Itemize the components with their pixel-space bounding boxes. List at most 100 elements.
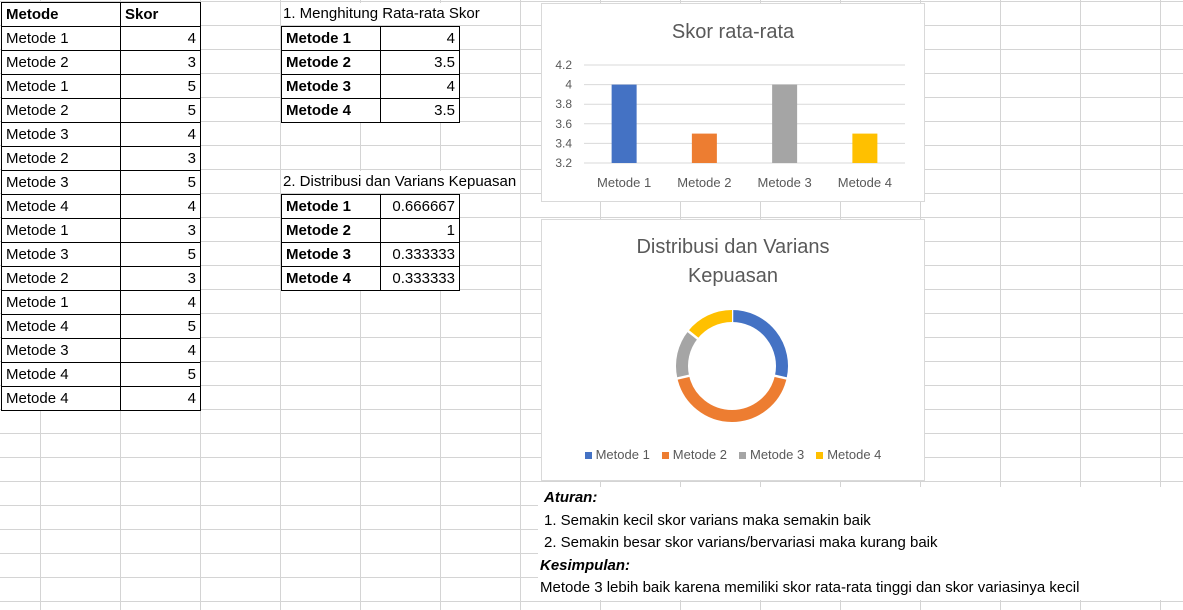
legend-item[interactable]: Metode 3 <box>739 447 804 462</box>
cell-method[interactable]: Metode 4 <box>1 314 121 339</box>
y-tick-label: 4 <box>565 78 572 92</box>
cell-value[interactable]: 3.5 <box>380 98 460 123</box>
cell-method[interactable]: Metode 3 <box>281 242 381 267</box>
cell-value[interactable]: 1 <box>380 218 460 243</box>
cell-method[interactable]: Metode 1 <box>1 26 121 51</box>
rules-title[interactable]: Aturan: <box>544 489 598 506</box>
cell-value[interactable]: 4 <box>120 122 201 147</box>
legend-swatch <box>661 452 669 460</box>
cell-method[interactable]: Metode 4 <box>1 194 121 219</box>
cell-value[interactable]: 3 <box>120 50 201 75</box>
cell-method[interactable]: Metode 2 <box>281 50 381 75</box>
conclusion-title[interactable]: Kesimpulan: <box>540 556 631 574</box>
bar-chart[interactable]: Skor rata-rata 3.2 3.4 3.6 3.8 4 4.2 Metode 1 M… <box>541 3 925 202</box>
cell-value[interactable]: 4 <box>120 26 201 51</box>
cell-method[interactable]: Metode 3 <box>1 170 121 195</box>
variance-row: Metode 1 0.666667 <box>281 194 460 219</box>
bar-chart-title: Skor rata-rata <box>671 21 795 43</box>
donut-slice[interactable] <box>677 375 787 422</box>
cell-method[interactable]: Metode 1 <box>281 26 381 51</box>
cell-value[interactable]: 4 <box>120 290 201 315</box>
cell-value[interactable]: 0.333333 <box>380 242 460 267</box>
conclusion-text[interactable]: Metode 3 lebih baik karena memiliki skor… <box>540 579 1080 596</box>
x-tick-label: Metode 4 <box>838 175 892 190</box>
bar[interactable] <box>772 84 798 163</box>
legend-label: Metode 1 <box>595 447 650 462</box>
legend-item[interactable]: Metode 4 <box>816 447 881 462</box>
cell-value[interactable]: 5 <box>120 242 201 267</box>
legend-item[interactable]: Metode 1 <box>584 447 650 462</box>
cell-value[interactable]: 5 <box>120 170 201 195</box>
cell-method[interactable]: Metode 3 <box>1 242 121 267</box>
x-tick-label: Metode 1 <box>597 175 651 190</box>
legend-swatch <box>584 452 592 460</box>
cell-method[interactable]: Metode 4 <box>1 386 121 411</box>
y-tick-label: 4.2 <box>555 58 572 72</box>
cell-value[interactable]: 4 <box>380 74 460 99</box>
cell-value[interactable]: 4 <box>120 194 201 219</box>
cell-method[interactable]: Metode 1 <box>1 290 121 315</box>
cell-method[interactable]: Metode 1 <box>1 218 121 243</box>
cell-method[interactable]: Metode 2 <box>1 266 121 291</box>
cell-value[interactable]: 3.5 <box>380 50 460 75</box>
cell-value[interactable]: 4 <box>120 338 201 363</box>
variance-table: Metode 1 0.666667 Metode 2 1 Metode 3 0.33333… <box>281 194 460 291</box>
rule-2[interactable]: 2. Semakin besar skor varians/bervariasi… <box>544 534 938 551</box>
cell-value[interactable]: 3 <box>120 146 201 171</box>
var-section-title[interactable]: 2. Distribusi dan Varians Kepuasan <box>283 171 517 193</box>
cell-method[interactable]: Metode 2 <box>1 50 121 75</box>
cell-method[interactable]: Metode 2 <box>1 146 121 171</box>
donut-slice[interactable] <box>688 310 733 339</box>
bar[interactable] <box>611 84 637 163</box>
cell-value[interactable]: 0.333333 <box>380 266 460 291</box>
x-tick-label: Metode 2 <box>677 175 731 190</box>
cell-value[interactable]: 4 <box>120 386 201 411</box>
cell-method[interactable]: Metode 3 <box>1 338 121 363</box>
cell-value[interactable]: 3 <box>120 266 201 291</box>
cell-value[interactable]: 5 <box>120 98 201 123</box>
cell-method[interactable]: Metode 4 <box>1 362 121 387</box>
cell-method[interactable]: Metode 3 <box>1 122 121 147</box>
donut-legend: Metode 1 Metode 2 Metode 3 Metode 4 <box>542 447 924 462</box>
bar-chart-plot: 3.2 3.4 3.6 3.8 4 4.2 Metode 1 Metode 2 Metode 3… <box>555 58 905 190</box>
rule-1[interactable]: 1. Semakin kecil skor varians maka semak… <box>544 511 871 529</box>
avg-row: Metode 4 3.5 <box>281 98 460 123</box>
header-metode[interactable]: Metode <box>1 2 121 27</box>
cell-value[interactable]: 0.666667 <box>380 194 460 219</box>
cell-method[interactable]: Metode 4 <box>281 266 381 291</box>
cell-method[interactable]: Metode 2 <box>1 98 121 123</box>
bar[interactable] <box>852 133 878 163</box>
cell-method[interactable]: Metode 1 <box>1 74 121 99</box>
cell-value[interactable]: 5 <box>120 362 201 387</box>
variance-row: Metode 4 0.333333 <box>281 266 460 291</box>
legend-item[interactable]: Metode 2 <box>661 447 727 462</box>
donut-slice[interactable] <box>676 331 698 379</box>
cell-value[interactable]: 5 <box>120 74 201 99</box>
donut-chart[interactable]: Distribusi dan Varians Kepuasan Metode 1… <box>541 219 925 481</box>
donut-slice[interactable] <box>731 310 788 379</box>
cell-method[interactable]: Metode 2 <box>281 218 381 243</box>
cell-method[interactable]: Metode 4 <box>281 98 381 123</box>
cell-value[interactable]: 5 <box>120 314 201 339</box>
avg-section-title[interactable]: 1. Menghitung Rata-rata Skor <box>283 3 480 25</box>
header-skor[interactable]: Skor <box>120 2 201 27</box>
cell-method[interactable]: Metode 3 <box>281 74 381 99</box>
donut-chart-title-line2: Kepuasan <box>687 265 779 287</box>
cell-method[interactable]: Metode 1 <box>281 194 381 219</box>
cell-value[interactable]: 3 <box>120 218 201 243</box>
cell-value[interactable]: 4 <box>380 26 460 51</box>
bar[interactable] <box>691 133 717 163</box>
